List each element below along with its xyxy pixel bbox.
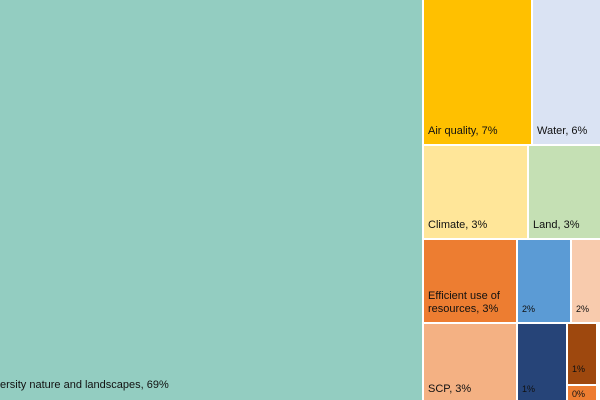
treemap-tile: Climate, 3% (424, 146, 529, 240)
treemap-tile: 2% (518, 240, 572, 324)
treemap-tile: Water, 6% (533, 0, 600, 146)
treemap-tile-label: ersity nature and landscapes, 69% (0, 379, 169, 391)
treemap-tile: 2% (572, 240, 600, 324)
treemap-tile-label: Air quality, 7% (428, 125, 498, 137)
treemap-tile-label: 1% (522, 384, 536, 394)
treemap-tile-label: SCP, 3% (428, 383, 472, 395)
treemap-tile-label: Climate, 3% (428, 219, 488, 231)
treemap-tile-label: 2% (576, 304, 590, 314)
treemap-tile: 1% (568, 324, 598, 386)
treemap-tile-label: 2% (522, 304, 536, 314)
treemap-tile: 0% (568, 386, 598, 400)
treemap-tile-label: Water, 6% (537, 125, 588, 137)
treemap-tile-label: Efficient use of resources, 3% (428, 290, 500, 315)
treemap-tile: SCP, 3% (424, 324, 518, 400)
treemap-tile: 1% (518, 324, 568, 400)
treemap-tile: Efficient use of resources, 3% (424, 240, 518, 324)
treemap-tile-label: Land, 3% (533, 219, 580, 231)
treemap-tile: Land, 3% (529, 146, 600, 240)
treemap-tile-label: 1% (572, 364, 586, 374)
treemap-tile: Air quality, 7% (424, 0, 533, 146)
treemap-tile-label: 0% (572, 389, 586, 399)
treemap-tile: ersity nature and landscapes, 69% (0, 0, 424, 400)
